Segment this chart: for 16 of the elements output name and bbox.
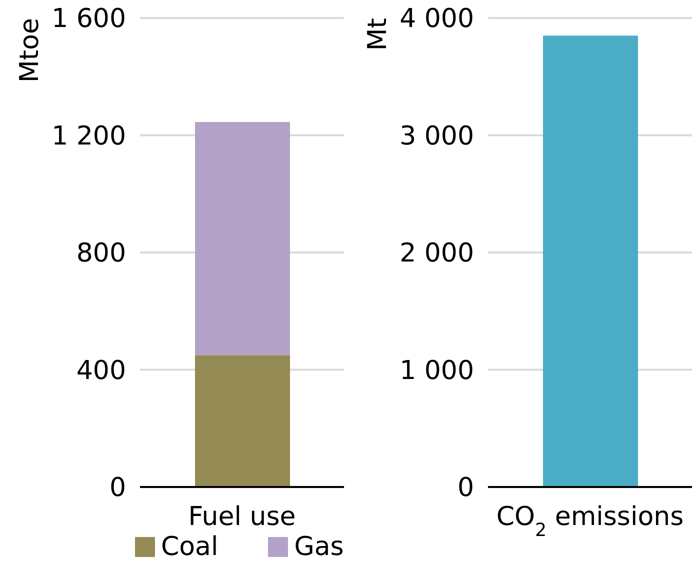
y-tick-label: 3 000: [400, 121, 474, 152]
y-tick-label: 4 000: [400, 4, 474, 34]
y-tick-label: 0: [457, 473, 474, 504]
legend-label: Coal: [160, 532, 218, 562]
y-tick-label: 0: [109, 473, 126, 504]
y-axis-title: Mt: [363, 18, 393, 51]
y-tick-label: 800: [76, 238, 126, 269]
y-tick-label: 1 000: [400, 356, 474, 386]
y-tick-label: 2 000: [400, 238, 474, 269]
y-tick-label: 1 600: [52, 4, 126, 34]
legend-label: Gas: [293, 532, 344, 562]
y-tick-label: 1 200: [52, 121, 126, 152]
y-tick-label: 400: [76, 356, 126, 386]
y-axis-title: Mtoe: [15, 18, 45, 83]
x-tick-label: CO$_{2}$ emissions: [496, 502, 684, 540]
x-tick-label: Fuel use: [188, 502, 296, 532]
